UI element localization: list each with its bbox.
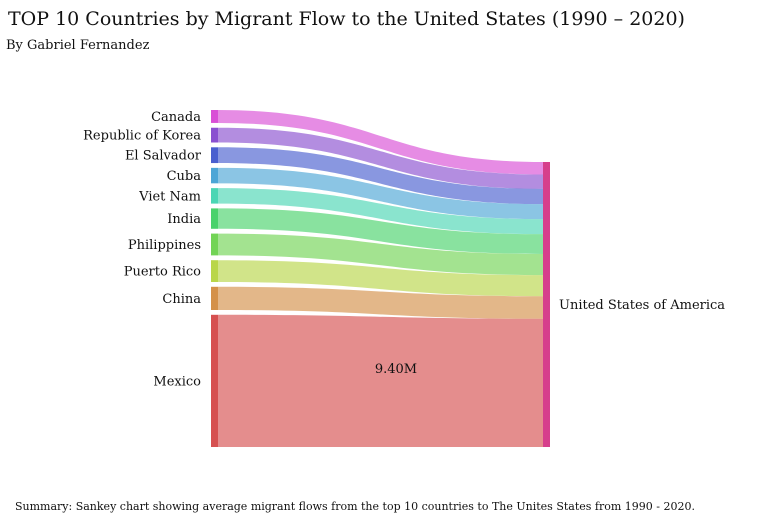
source-label-viet-nam: Viet Nam bbox=[138, 189, 201, 204]
source-label-canada: Canada bbox=[151, 110, 201, 125]
source-node-philippines[interactable] bbox=[211, 233, 218, 256]
flow-link-china[interactable] bbox=[218, 286, 543, 319]
flow-link-mexico[interactable] bbox=[218, 314, 543, 447]
source-label-philippines: Philippines bbox=[128, 238, 201, 253]
source-node-cuba[interactable] bbox=[211, 167, 218, 184]
source-label-china: China bbox=[162, 292, 201, 307]
target-node-united-states[interactable] bbox=[543, 162, 550, 447]
source-node-canada[interactable] bbox=[211, 110, 218, 123]
chart-summary: Summary: Sankey chart showing average mi… bbox=[15, 500, 695, 513]
source-node-el-salvador[interactable] bbox=[211, 147, 218, 164]
flow-link-canada[interactable] bbox=[218, 110, 543, 175]
source-label-puerto-rico: Puerto Rico bbox=[124, 265, 201, 280]
source-label-mexico: Mexico bbox=[153, 374, 201, 389]
source-node-china[interactable] bbox=[211, 286, 218, 310]
flow-link-cuba[interactable] bbox=[218, 167, 543, 220]
chart-title: TOP 10 Countries by Migrant Flow to the … bbox=[8, 8, 685, 30]
flow-link-india[interactable] bbox=[218, 208, 543, 254]
flow-value-label-mexico: 9.40M bbox=[375, 362, 417, 377]
flow-link-puerto-rico[interactable] bbox=[218, 260, 543, 297]
flow-link-republic-of-korea[interactable] bbox=[218, 127, 543, 189]
target-label: United States of America bbox=[559, 298, 725, 313]
source-label-republic-of-korea: Republic of Korea bbox=[83, 129, 201, 144]
source-node-india[interactable] bbox=[211, 208, 218, 229]
chart-author: By Gabriel Fernandez bbox=[6, 38, 150, 53]
source-node-mexico[interactable] bbox=[211, 314, 218, 447]
source-node-republic-of-korea[interactable] bbox=[211, 127, 218, 143]
source-label-cuba: Cuba bbox=[167, 169, 202, 184]
flow-link-philippines[interactable] bbox=[218, 233, 543, 276]
source-label-el-salvador: El Salvador bbox=[125, 149, 202, 164]
source-node-puerto-rico[interactable] bbox=[211, 260, 218, 282]
flow-link-viet-nam[interactable] bbox=[218, 188, 543, 235]
flow-link-el-salvador[interactable] bbox=[218, 147, 543, 205]
source-label-india: India bbox=[167, 212, 201, 227]
source-node-viet-nam[interactable] bbox=[211, 188, 218, 204]
